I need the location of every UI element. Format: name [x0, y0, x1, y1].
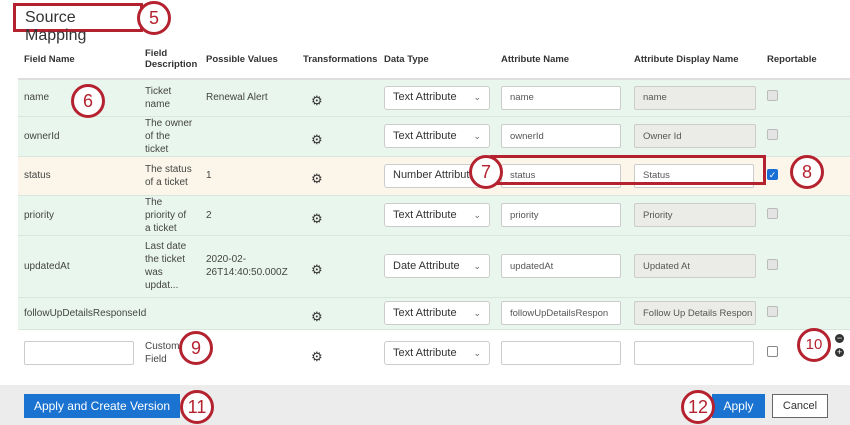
reportable-checkbox [767, 128, 778, 140]
col-data-type: Data Type [378, 40, 495, 80]
plus-circle-icon[interactable]: + [835, 347, 844, 357]
data-type-select[interactable]: Text Attribute ⌄ [384, 124, 490, 148]
attribute-display-name-input: Follow Up Details Respon [634, 301, 756, 325]
callout-8: 8 [790, 155, 824, 189]
possible-values: 2 [200, 195, 297, 236]
table-row: ownerId The owner of the ticket ⚙ Text A… [18, 116, 850, 157]
field-description: The priority of a ticket [139, 195, 200, 236]
reportable-checkbox [767, 90, 778, 102]
possible-values [200, 116, 297, 157]
highlight-box [490, 155, 766, 185]
callout-7: 7 [469, 155, 503, 189]
table-row: followUpDetailsResponseId ⚙ Text Attribu… [18, 297, 850, 330]
callout-11: 11 [180, 390, 214, 424]
chevron-down-icon: ⌄ [473, 92, 481, 103]
reportable-checkbox [767, 207, 778, 219]
field-description: The status of a ticket [139, 156, 200, 196]
reportable-checkbox [767, 305, 778, 317]
callout-12: 12 [681, 390, 715, 424]
attribute-name-input[interactable]: updatedAt [501, 254, 621, 278]
gear-icon[interactable]: ⚙ [311, 210, 323, 226]
apply-and-create-version-button[interactable]: Apply and Create Version [24, 394, 180, 418]
source-mapping-table: Field Name Field Description Possible Va… [18, 40, 850, 377]
field-name: updatedAt [18, 235, 139, 298]
table-row: name Ticket name Renewal Alert ⚙ Text At… [18, 79, 850, 117]
attribute-display-name-input: Priority [634, 203, 756, 227]
field-name: followUpDetailsResponseId [18, 297, 146, 330]
attribute-name-input[interactable]: name [501, 85, 621, 110]
data-type-value: Date Attribute [393, 259, 460, 272]
possible-values: 1 [200, 156, 297, 196]
attribute-display-name-input: Owner Id [634, 124, 756, 148]
attribute-display-name-input: name [634, 85, 756, 110]
attribute-name-input[interactable]: followUpDetailsRespon [501, 301, 621, 325]
col-field-name: Field Name [18, 40, 139, 80]
gear-icon[interactable]: ⚙ [311, 308, 323, 324]
attribute-name-input[interactable]: priority [501, 203, 621, 227]
data-type-select[interactable]: Text Attribute ⌄ [384, 341, 490, 366]
field-name: priority [18, 195, 139, 236]
chevron-down-icon: ⌄ [473, 130, 481, 141]
attribute-display-name-input: Updated At [634, 254, 756, 278]
data-type-select[interactable]: Text Attribute ⌄ [384, 203, 490, 227]
attribute-display-name-input[interactable] [634, 341, 754, 366]
minus-circle-icon[interactable]: − [835, 333, 844, 343]
data-type-value: Text Attribute [393, 306, 457, 319]
page-title: Source Mapping [13, 3, 143, 44]
table-header: Field Name Field Description Possible Va… [18, 40, 850, 80]
data-type-value: Text Attribute [393, 129, 457, 142]
custom-field-name-input[interactable] [24, 341, 134, 366]
apply-button[interactable]: Apply [712, 394, 765, 418]
data-type-select[interactable]: Text Attribute ⌄ [384, 301, 490, 325]
gear-icon[interactable]: ⚙ [311, 131, 323, 147]
data-type-select[interactable]: Text Attribute ⌄ [384, 85, 490, 110]
reportable-checkbox[interactable] [767, 345, 778, 357]
col-transformations: Transformations [297, 40, 378, 80]
table-row: updatedAt Last date the ticket was updat… [18, 235, 850, 298]
col-attribute-display-name: Attribute Display Name [628, 40, 761, 80]
data-type-value: Number Attribute [393, 169, 476, 181]
callout-9: 9 [179, 331, 213, 365]
gear-icon[interactable]: ⚙ [311, 171, 323, 186]
data-type-value: Text Attribute [393, 91, 457, 104]
data-type-select[interactable]: Date Attribute ⌄ [384, 254, 490, 278]
cancel-button[interactable]: Cancel [772, 394, 828, 418]
field-name: status [18, 156, 139, 196]
possible-values [200, 297, 297, 330]
attribute-name-input[interactable] [501, 341, 621, 366]
field-description: The owner of the ticket [139, 116, 200, 157]
callout-5: 5 [137, 1, 171, 35]
field-description [139, 297, 200, 330]
gear-icon[interactable]: ⚙ [311, 261, 323, 277]
chevron-down-icon: ⌄ [473, 307, 481, 318]
reportable-checkbox [767, 258, 778, 270]
chevron-down-icon: ⌄ [473, 209, 481, 220]
callout-10: 10 [797, 328, 831, 362]
data-type-value: Text Attribute [393, 346, 457, 359]
field-name: ownerId [18, 116, 139, 157]
col-possible-values: Possible Values [200, 40, 297, 80]
table-row: priority The priority of a ticket 2 ⚙ Te… [18, 195, 850, 236]
gear-icon[interactable]: ⚙ [311, 93, 323, 109]
custom-field-row: Custom Field ⚙ Text Attribute ⌄ [18, 329, 850, 377]
field-description: Last date the ticket was updat... [139, 235, 200, 298]
possible-values: Renewal Alert [200, 79, 297, 117]
field-description: Ticket name [139, 79, 200, 117]
gear-icon[interactable]: ⚙ [311, 348, 323, 364]
data-type-value: Text Attribute [393, 208, 457, 221]
col-reportable: Reportable [761, 40, 850, 80]
chevron-down-icon: ⌄ [473, 347, 481, 358]
table-row: status The status of a ticket 1 ⚙ Number… [18, 156, 850, 196]
col-attribute-name: Attribute Name [495, 40, 628, 80]
attribute-name-input[interactable]: ownerId [501, 124, 621, 148]
callout-6: 6 [71, 84, 105, 118]
col-field-description: Field Description [139, 40, 200, 80]
reportable-checkbox[interactable]: ✓ [767, 169, 778, 180]
possible-values: 2020-02-26T14:40:50.000Z [200, 235, 297, 298]
chevron-down-icon: ⌄ [473, 260, 481, 271]
